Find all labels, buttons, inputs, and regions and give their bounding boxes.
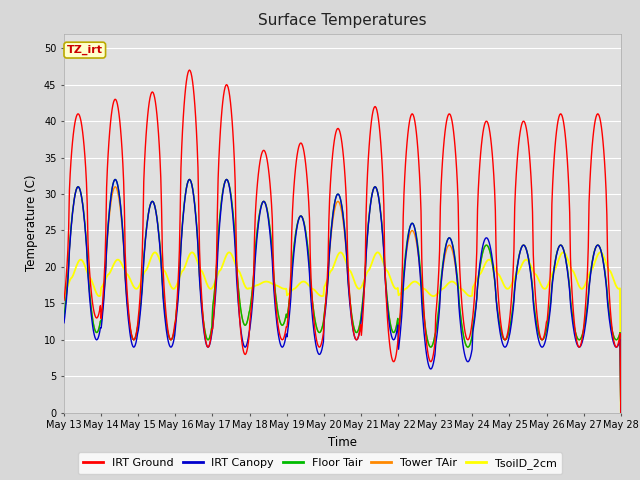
TsoilD_2cm xyxy=(70,270,78,276)
Tower TAir xyxy=(127,332,135,337)
TsoilD_2cm xyxy=(127,279,135,285)
X-axis label: Time: Time xyxy=(328,436,357,449)
Floor Tair xyxy=(617,410,625,416)
Floor Tair xyxy=(60,313,68,319)
IRT Ground xyxy=(411,118,419,124)
IRT Ground xyxy=(60,298,68,303)
Tower TAir xyxy=(70,197,78,203)
Line: TsoilD_2cm: TsoilD_2cm xyxy=(64,252,621,413)
IRT Ground xyxy=(70,125,78,131)
Floor Tair xyxy=(411,225,419,231)
TsoilD_2cm xyxy=(214,273,221,278)
Line: Tower TAir: Tower TAir xyxy=(64,180,621,413)
IRT Ground xyxy=(214,176,222,182)
Tower TAir xyxy=(186,177,193,182)
Tower TAir xyxy=(184,179,192,184)
Line: IRT Ground: IRT Ground xyxy=(64,70,621,413)
TsoilD_2cm xyxy=(411,279,419,285)
Tower TAir xyxy=(411,232,419,238)
IRT Canopy xyxy=(214,243,222,249)
Line: IRT Canopy: IRT Canopy xyxy=(64,180,621,413)
IRT Canopy xyxy=(186,177,193,182)
Y-axis label: Temperature (C): Temperature (C) xyxy=(26,175,38,272)
Tower TAir xyxy=(428,344,435,350)
Tower TAir xyxy=(214,235,222,240)
IRT Canopy xyxy=(60,320,68,325)
Legend: IRT Ground, IRT Canopy, Floor Tair, Tower TAir, TsoilD_2cm: IRT Ground, IRT Canopy, Floor Tair, Towe… xyxy=(77,453,563,474)
TsoilD_2cm xyxy=(617,410,625,416)
IRT Ground xyxy=(428,359,435,364)
IRT Canopy xyxy=(184,179,192,185)
IRT Ground xyxy=(127,331,135,337)
Title: Surface Temperatures: Surface Temperatures xyxy=(258,13,427,28)
Floor Tair xyxy=(184,179,192,184)
Floor Tair xyxy=(186,177,193,182)
Floor Tair xyxy=(127,332,135,337)
Floor Tair xyxy=(214,235,222,240)
IRT Ground xyxy=(184,70,192,76)
TsoilD_2cm xyxy=(60,292,68,298)
Line: Floor Tair: Floor Tair xyxy=(64,180,621,413)
Tower TAir xyxy=(60,313,68,319)
IRT Canopy xyxy=(70,198,78,204)
TsoilD_2cm xyxy=(428,292,435,298)
Floor Tair xyxy=(428,344,435,350)
IRT Ground xyxy=(617,410,625,416)
IRT Ground xyxy=(186,67,193,73)
Text: TZ_irt: TZ_irt xyxy=(67,45,103,55)
Tower TAir xyxy=(617,410,625,416)
Floor Tair xyxy=(70,197,78,203)
IRT Canopy xyxy=(411,226,419,232)
IRT Canopy xyxy=(428,366,435,372)
IRT Canopy xyxy=(127,339,135,345)
IRT Canopy xyxy=(617,410,625,416)
TsoilD_2cm xyxy=(184,255,192,261)
TsoilD_2cm xyxy=(374,250,381,255)
